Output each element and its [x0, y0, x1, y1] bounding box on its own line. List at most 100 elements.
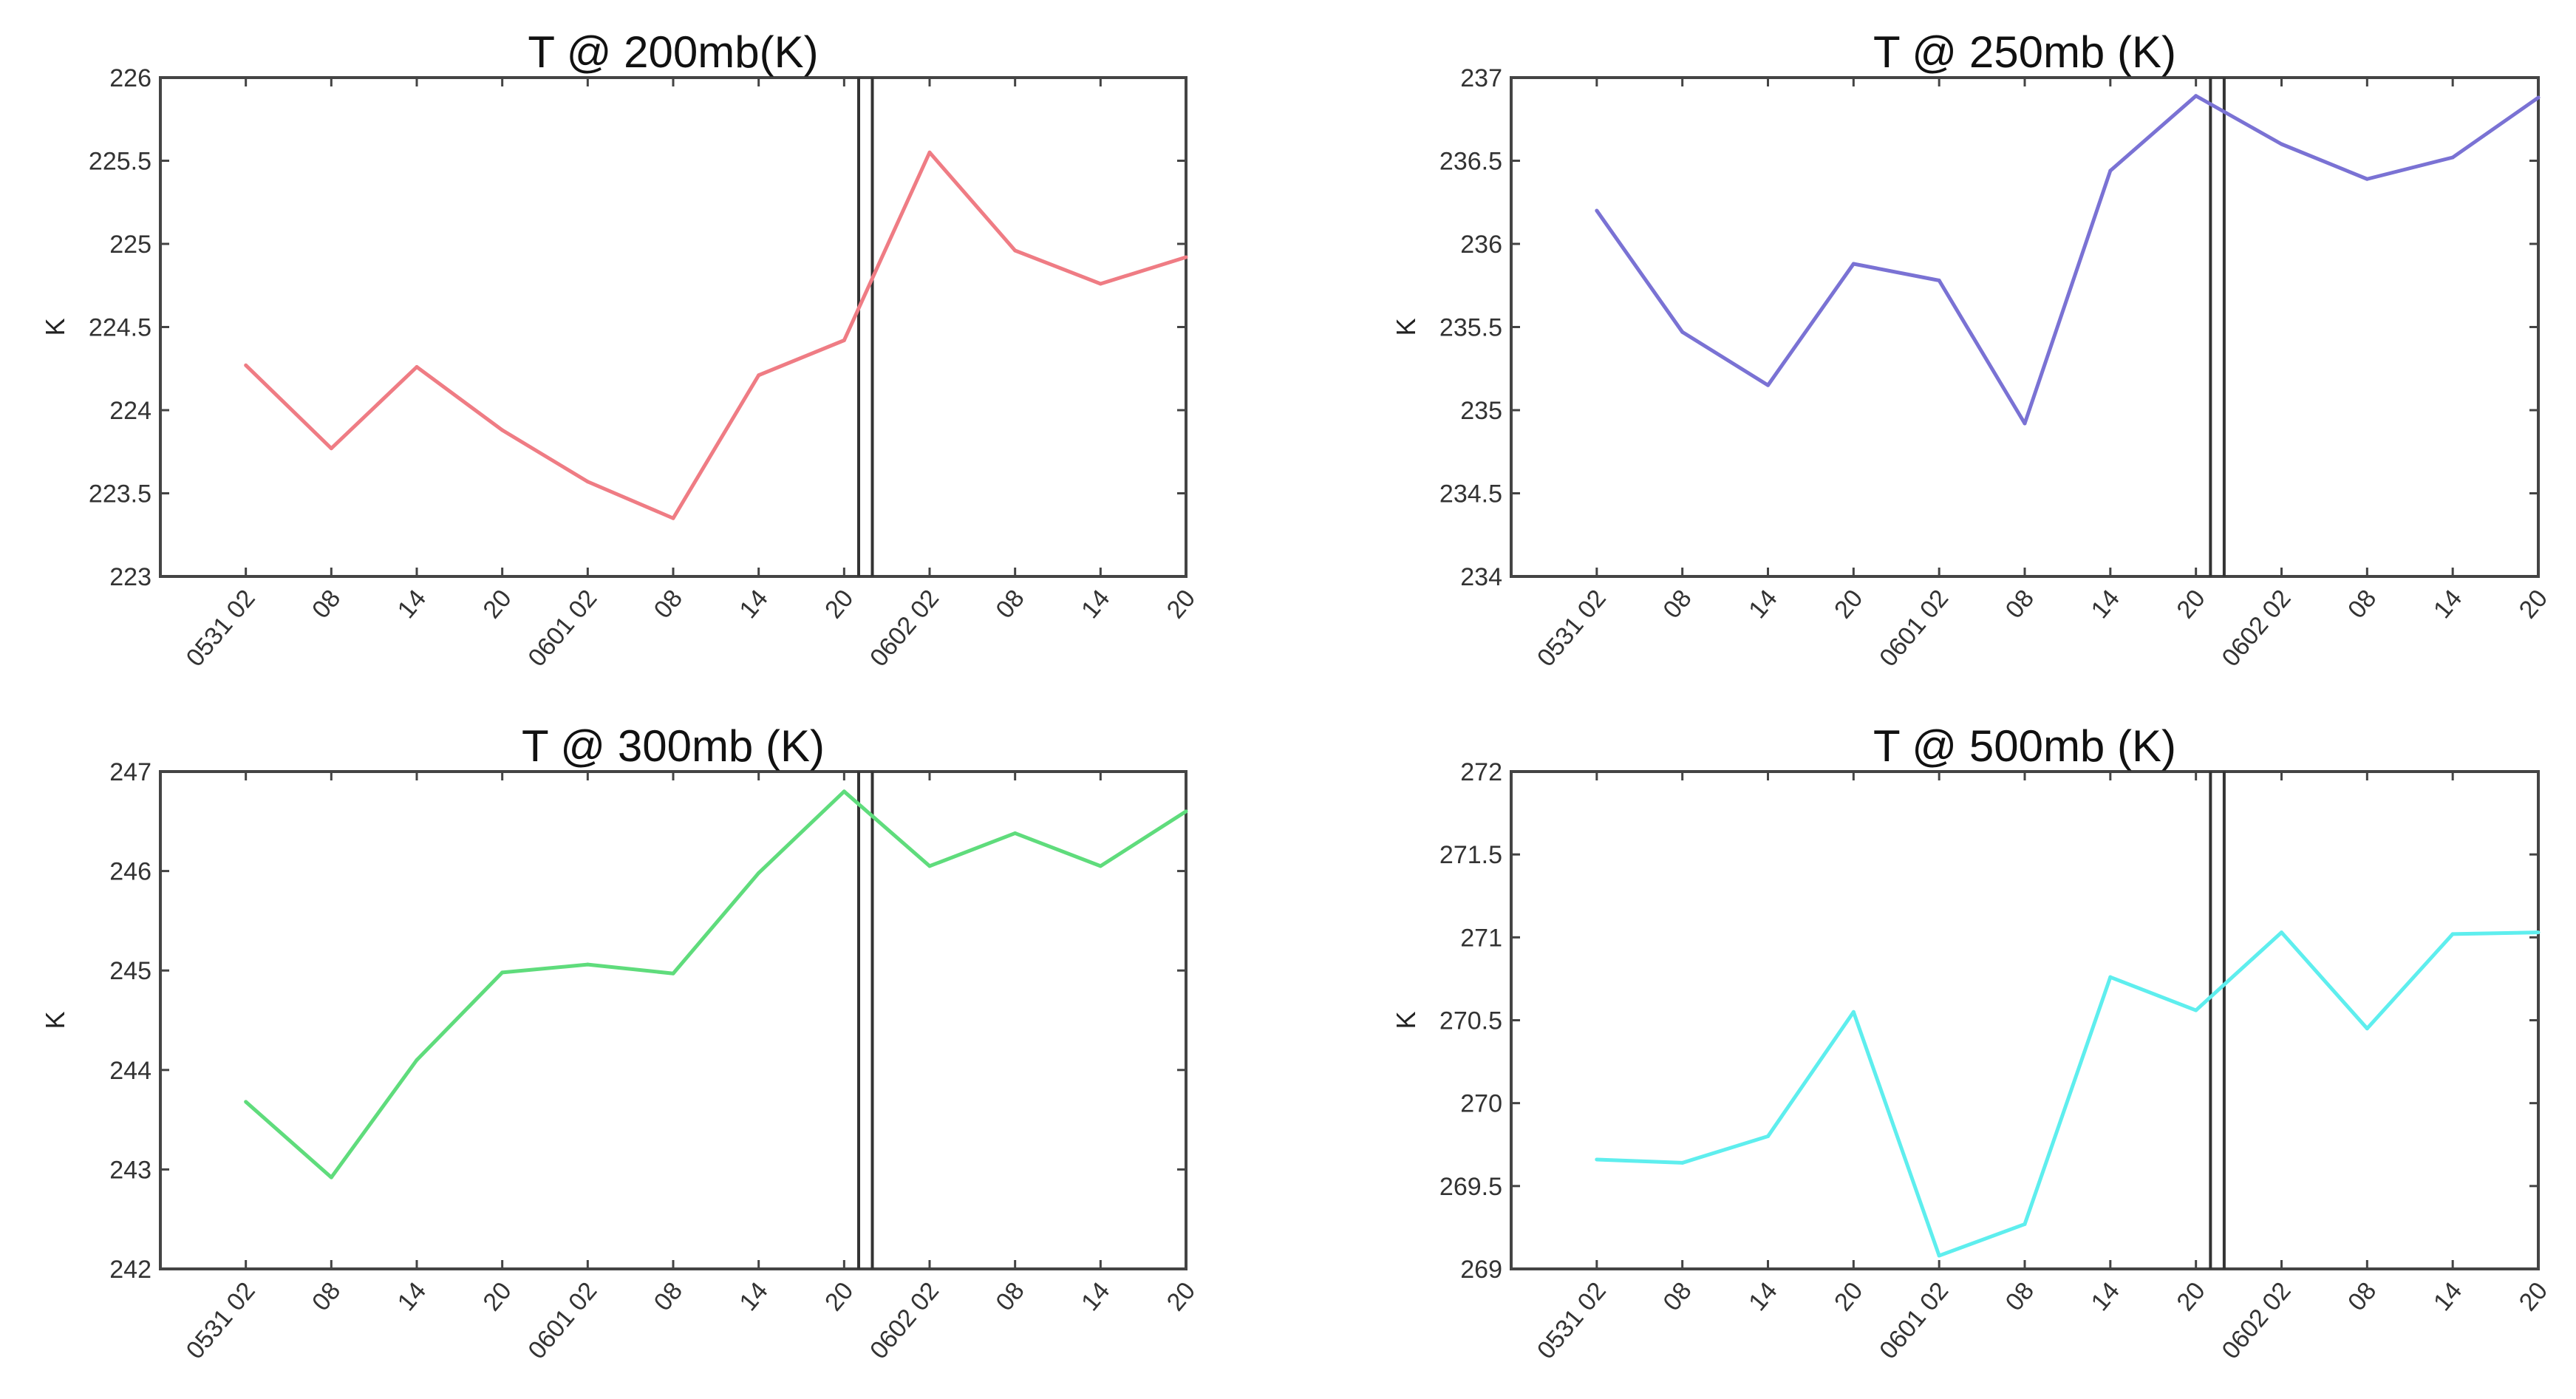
data-point — [244, 363, 248, 367]
y-tick-label: 272 — [1460, 758, 1502, 786]
x-tick-label: 14 — [1076, 1277, 1115, 1316]
y-tick-label: 269 — [1460, 1256, 1502, 1284]
chart-title: T @ 500mb (K) — [1873, 721, 2176, 771]
data-point — [2536, 95, 2541, 100]
data-point — [1680, 330, 1685, 334]
x-tick-label: 20 — [1162, 585, 1201, 624]
chart-panel-2: T @ 250mb (K) K 234 234.5 235 235.5 236 236.5 23… — [1391, 27, 2553, 672]
y-tick-label: 234.5 — [1439, 480, 1502, 508]
data-point — [1766, 1134, 1770, 1139]
data-point — [927, 150, 932, 154]
data-point — [1937, 1253, 1941, 1258]
y-tick-label: 270.5 — [1439, 1007, 1502, 1035]
x-tick-label: 08 — [649, 1277, 688, 1316]
y-tick-label: 236 — [1460, 231, 1502, 259]
data-point — [1098, 864, 1103, 868]
data-point — [1937, 279, 1941, 282]
data-point — [500, 970, 505, 975]
data-point — [244, 1100, 248, 1104]
temperature-series-line — [244, 150, 1187, 520]
plot-frame — [1510, 76, 2540, 578]
data-point — [1851, 262, 1856, 266]
x-tick-label: 08 — [2000, 1277, 2040, 1316]
x-tick-label: 14 — [2086, 1277, 2125, 1316]
y-tick-label: 225.5 — [89, 148, 151, 176]
x-tick-label: 08 — [2342, 1277, 2382, 1316]
data-point — [2365, 177, 2369, 181]
y-tick-label: 235.5 — [1439, 314, 1502, 342]
chart-panel-3: T @ 300mb (K) K 242 243 244 245 246 247 0531 02 0… — [40, 721, 1201, 1364]
data-point — [2280, 142, 2283, 146]
data-point — [1184, 809, 1188, 814]
x-tick-label: 0531 02 — [1532, 1277, 1612, 1365]
data-point — [1184, 255, 1188, 259]
y-tick-label: 235 — [1460, 397, 1502, 425]
x-tick-label: 14 — [2086, 585, 2125, 624]
x-tick-label: 08 — [1657, 585, 1697, 624]
chart-panel-4: T @ 500mb (K) K 269 269.5 270 270.5 271 271.5 27… — [1391, 721, 2553, 1364]
x-tick-label: 14 — [734, 585, 773, 624]
data-point — [2450, 932, 2455, 936]
data-point — [1595, 208, 1599, 213]
y-axis-label: K — [1391, 318, 1421, 336]
x-tick-label: 20 — [2514, 585, 2553, 624]
data-point — [842, 338, 846, 342]
x-tick-label: 20 — [820, 1277, 859, 1316]
y-tick-label: 242 — [109, 1256, 151, 1284]
data-point — [842, 789, 846, 794]
data-point — [1013, 831, 1018, 835]
y-tick-label: 243 — [109, 1156, 151, 1184]
data-point — [671, 971, 675, 976]
data-point — [2023, 1222, 2027, 1226]
y-tick-label: 269.5 — [1439, 1173, 1502, 1201]
x-tick-label: 20 — [1829, 585, 1868, 624]
data-point — [2365, 1027, 2369, 1031]
x-tick-label: 20 — [1162, 1277, 1201, 1316]
x-tick-label: 08 — [2000, 585, 2040, 624]
x-tick-label: 14 — [2428, 585, 2467, 624]
x-tick-label: 0601 02 — [1874, 1277, 1954, 1365]
x-tick-label: 08 — [649, 585, 688, 624]
y-tick-label: 234 — [1460, 563, 1502, 591]
data-point — [2108, 169, 2113, 173]
plot-frame — [1510, 770, 2540, 1270]
x-tick-label: 14 — [2428, 1277, 2467, 1316]
x-tick-label: 0531 02 — [1532, 585, 1612, 673]
y-tick-label: 245 — [109, 957, 151, 985]
data-point — [927, 864, 932, 868]
chart-title: T @ 250mb (K) — [1873, 27, 2176, 77]
y-tick-label: 224 — [109, 397, 151, 425]
y-tick-label: 271.5 — [1439, 841, 1502, 869]
data-point — [2536, 930, 2541, 935]
x-tick-label: 0601 02 — [522, 585, 602, 673]
data-point — [2023, 421, 2027, 426]
data-point — [329, 446, 333, 451]
data-point — [329, 1175, 333, 1180]
x-tick-label: 0601 02 — [1874, 585, 1954, 673]
temperature-series-line — [1596, 930, 2539, 1258]
x-tick-label: 0531 02 — [181, 1277, 261, 1365]
x-tick-label: 0531 02 — [181, 585, 261, 673]
x-tick-label: 14 — [392, 585, 432, 624]
x-tick-label: 08 — [2342, 585, 2382, 624]
x-tick-label: 14 — [1076, 585, 1115, 624]
data-point — [2108, 975, 2113, 979]
chart-title: T @ 300mb (K) — [522, 721, 825, 771]
y-axis-label: K — [40, 318, 70, 336]
data-point — [1766, 383, 1770, 387]
data-point — [2194, 1008, 2198, 1012]
data-point — [757, 373, 761, 378]
x-tick-label: 14 — [1743, 1277, 1782, 1316]
x-tick-label: 0602 02 — [865, 1277, 944, 1365]
x-tick-label: 0601 02 — [522, 1277, 602, 1365]
x-tick-label: 08 — [1657, 1277, 1697, 1316]
x-tick-label: 0602 02 — [2217, 1277, 2297, 1365]
y-tick-label: 237 — [1460, 64, 1502, 92]
data-point — [1595, 1157, 1599, 1162]
data-point — [585, 480, 590, 484]
data-point — [1098, 282, 1103, 286]
x-tick-label: 20 — [477, 585, 517, 624]
x-tick-label: 14 — [1743, 585, 1782, 624]
data-point — [2450, 155, 2455, 160]
chart-title: T @ 200mb(K) — [528, 27, 818, 77]
